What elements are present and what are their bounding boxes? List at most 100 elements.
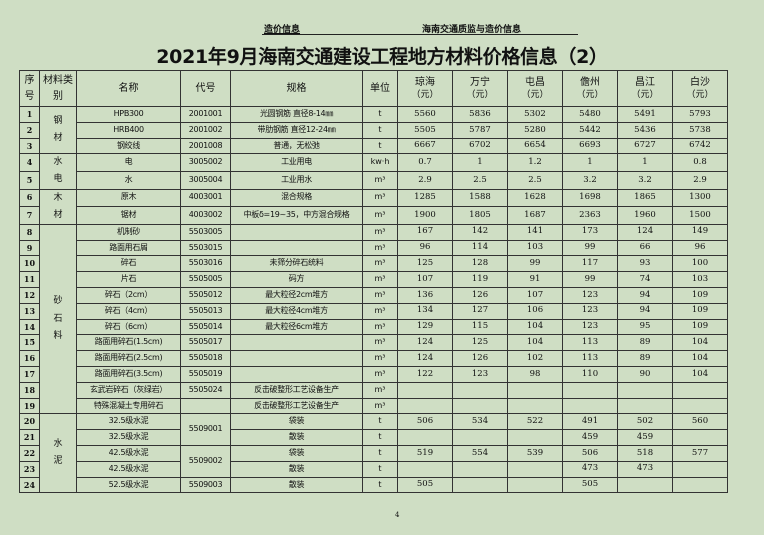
header-region: 儋州 （元） — [562, 70, 618, 107]
price-cell: 125 — [452, 334, 508, 352]
price-cell: 1865 — [617, 188, 673, 208]
price-cell: 1 — [617, 153, 673, 172]
price-cell: 99 — [562, 239, 618, 257]
code-cell: 5505012 — [180, 286, 231, 304]
price-cell: 89 — [617, 334, 673, 352]
seq-cell: 11 — [19, 271, 40, 288]
price-cell: 491 — [562, 413, 618, 431]
price-cell — [507, 429, 563, 446]
price-cell — [562, 381, 618, 399]
seq-cell: 19 — [19, 397, 40, 415]
price-cell: 124 — [397, 350, 453, 367]
price-cell: 127 — [452, 302, 508, 320]
category-cell: 水电 — [39, 153, 77, 190]
region-unit: （元） — [411, 89, 439, 100]
region-name: 屯昌 — [525, 76, 545, 88]
price-cell: 505 — [562, 476, 618, 494]
price-cell: 134 — [397, 302, 453, 320]
price-cell: 1300 — [672, 188, 728, 208]
header-region: 琼海 （元） — [397, 70, 453, 107]
spec-cell: 袋装 — [230, 413, 363, 431]
name-cell: 路面用碎石(1.5cm) — [76, 334, 181, 352]
price-cell — [397, 460, 453, 478]
price-cell: 129 — [397, 318, 453, 336]
region-name: 琼海 — [415, 76, 435, 88]
category-cell: 水泥 — [39, 413, 77, 494]
price-cell — [672, 381, 728, 399]
price-cell: 123 — [562, 318, 618, 336]
header-spec: 规格 — [230, 70, 363, 107]
name-cell: HRB400 — [76, 121, 181, 139]
price-cell — [672, 476, 728, 494]
seq-cell: 14 — [19, 318, 40, 336]
table-row: 16 路面用碎石(2.5cm) 5505018 m³ 124 126 102 113 89 104 — [19, 350, 728, 367]
price-cell: 66 — [617, 239, 673, 257]
header-seq: 序号 — [19, 70, 40, 107]
price-cell: 107 — [507, 286, 563, 304]
price-cell: 123 — [562, 286, 618, 304]
price-cell: 125 — [397, 255, 453, 273]
price-cell — [507, 460, 563, 478]
name-cell: 片石 — [76, 271, 181, 288]
unit-cell: m³ — [362, 170, 398, 190]
spec-cell: 普通，无松弛 — [230, 137, 363, 155]
price-cell: 167 — [397, 223, 453, 241]
seq-cell: 3 — [19, 137, 40, 155]
code-cell: 4003001 — [180, 188, 231, 208]
price-cell: 506 — [562, 444, 618, 462]
unit-cell: t — [362, 121, 398, 139]
price-cell — [397, 381, 453, 399]
header-region: 昌江 （元） — [617, 70, 673, 107]
price-cell: 0.8 — [672, 153, 728, 172]
seq-cell: 15 — [19, 334, 40, 352]
price-cell: 1 — [452, 153, 508, 172]
header-left: 造价信息 — [264, 25, 301, 35]
name-cell: HPB300 — [76, 106, 181, 123]
unit-cell: m³ — [362, 318, 398, 336]
region-name: 儋州 — [580, 76, 600, 88]
price-cell: 1628 — [507, 188, 563, 208]
code-cell: 5509002 — [180, 444, 231, 478]
price-cell: 2.5 — [452, 170, 508, 190]
name-cell: 32.5级水泥 — [76, 413, 181, 431]
region-unit: （元） — [576, 89, 604, 100]
price-cell: 102 — [507, 350, 563, 367]
price-cell: 126 — [452, 286, 508, 304]
table-header-row: 序号 材料类别 名称 代号 规格 单位 琼海 （元） 万宁 （元） 屯昌 （元） 儋州… — [19, 70, 728, 107]
unit-cell: m³ — [362, 302, 398, 320]
name-cell: 玄武岩碎石（灰绿岩） — [76, 381, 181, 399]
table-row: 5 水 3005004 工业用水 m³ 2.9 2.5 2.5 3.2 3.2 2.9 — [19, 170, 728, 190]
unit-cell: m³ — [362, 350, 398, 367]
table-row: 4 水电电 3005002 工业用电 kw·h 0.7 1 1.2 1 1 0.8 — [19, 153, 728, 190]
unit-cell: m³ — [362, 334, 398, 352]
name-cell: 42.5级水泥 — [76, 444, 181, 462]
table-row: 23 42.5级水泥 散装 t 473 473 — [19, 460, 728, 478]
price-cell: 113 — [562, 350, 618, 367]
price-cell — [507, 476, 563, 494]
price-cell: 124 — [397, 334, 453, 352]
price-cell: 5480 — [562, 106, 618, 123]
category-label: 水电 — [53, 157, 63, 185]
seq-cell: 1 — [19, 106, 40, 123]
code-cell: 2001002 — [180, 121, 231, 139]
unit-cell: t — [362, 444, 398, 462]
price-cell: 1500 — [672, 206, 728, 225]
code-cell: 5505018 — [180, 350, 231, 367]
price-cell: 5560 — [397, 106, 453, 123]
price-cell: 560 — [672, 413, 728, 431]
seq-cell: 5 — [19, 170, 40, 190]
spec-cell: 最大粒径2cm堆方 — [230, 286, 363, 304]
spec-cell — [230, 239, 363, 257]
price-cell: 89 — [617, 350, 673, 367]
price-cell: 5436 — [617, 121, 673, 139]
price-cell — [562, 397, 618, 415]
spec-cell — [230, 350, 363, 367]
name-cell: 锯材 — [76, 206, 181, 225]
price-cell: 104 — [672, 350, 728, 367]
spec-cell: 最大粒径6cm堆方 — [230, 318, 363, 336]
name-cell: 碎石 — [76, 255, 181, 273]
unit-cell: t — [362, 137, 398, 155]
price-cell — [452, 460, 508, 478]
name-cell: 机制砂 — [76, 223, 181, 241]
seq-cell: 7 — [19, 206, 40, 225]
